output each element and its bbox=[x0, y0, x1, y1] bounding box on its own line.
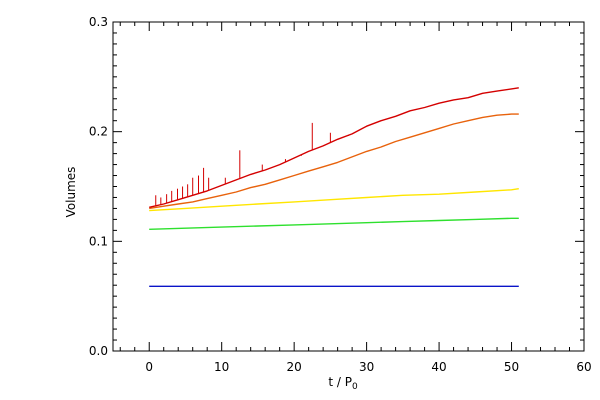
y-axis-label: Volumes bbox=[64, 167, 78, 218]
y-tick-label: 0.0 bbox=[89, 344, 108, 358]
x-tick-label: 50 bbox=[504, 360, 519, 374]
x-tick-label: 30 bbox=[359, 360, 374, 374]
x-tick-label: 60 bbox=[576, 360, 591, 374]
series-line-1 bbox=[149, 113, 519, 210]
y-tick-label: 0.2 bbox=[89, 125, 108, 139]
x-tick-label: 10 bbox=[214, 360, 229, 374]
x-tick-label: 0 bbox=[145, 360, 153, 374]
x-axis-label-subscript: 0 bbox=[352, 382, 358, 392]
series-line-2 bbox=[149, 188, 519, 212]
x-tick-label: 40 bbox=[431, 360, 446, 374]
axis-tick-labels: 0 10 20 30 40 50 60 0.0 0.1 0.2 0.3 bbox=[89, 15, 592, 374]
y-tick-label: 0.1 bbox=[89, 234, 108, 248]
x-axis-label: t / P0 bbox=[328, 375, 358, 392]
x-tick-label: 20 bbox=[287, 360, 302, 374]
axis-ticks bbox=[113, 21, 585, 352]
x-axis-label-main: t / P bbox=[328, 375, 352, 389]
series-layer bbox=[149, 87, 519, 287]
series-line-3 bbox=[149, 217, 519, 230]
plot-frame bbox=[112, 21, 585, 352]
y-tick-label: 0.3 bbox=[89, 15, 108, 29]
series-line-0 bbox=[149, 87, 519, 208]
